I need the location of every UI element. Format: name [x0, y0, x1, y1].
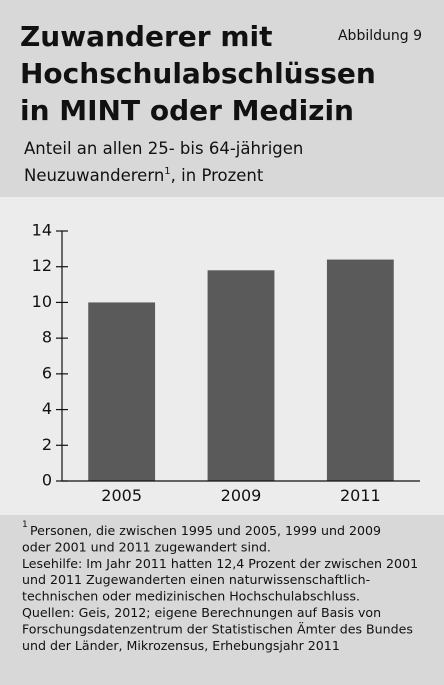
- header-bg: [0, 0, 444, 197]
- x-tick-label: 2009: [221, 486, 262, 505]
- figure-label: Abbildung 9: [338, 28, 422, 44]
- footer-bg: [0, 515, 444, 685]
- x-tick-label: 2005: [101, 486, 142, 505]
- subtitle: , in Prozent: [171, 166, 264, 185]
- notes: 1 Personen, die zwischen 1995 und 2005, 1…: [22, 520, 418, 653]
- chart-title: Zuwanderer mit: [20, 20, 272, 53]
- chart-title: Hochschulabschlüssen: [20, 57, 376, 90]
- x-tick-label: 2011: [340, 486, 381, 505]
- bar: [88, 302, 156, 481]
- subtitle: Neuzuwanderern: [24, 166, 164, 185]
- y-tick-label: 0: [42, 471, 52, 490]
- y-tick-label: 2: [42, 435, 52, 454]
- y-tick-label: 8: [42, 328, 52, 347]
- note-line: und der Länder, Mikrozensus, Erhebungsja…: [22, 638, 340, 653]
- footnote-ref: 1: [164, 166, 170, 177]
- y-tick-label: 12: [32, 256, 52, 275]
- footnote-marker: 1: [22, 520, 28, 530]
- bar: [326, 259, 394, 481]
- note-line: und 2011 Zugewanderten einen naturwissen…: [22, 572, 370, 587]
- subtitle: Anteil an allen 25- bis 64-jährigen: [24, 139, 303, 158]
- note-line: technischen oder medizinischen Hochschul…: [22, 589, 360, 604]
- chart-title: in MINT oder Medizin: [20, 94, 354, 127]
- note-line: Personen, die zwischen 1995 und 2005, 19…: [30, 523, 381, 538]
- y-tick-label: 4: [42, 399, 52, 418]
- y-tick-label: 10: [32, 292, 52, 311]
- note-line: Lesehilfe: Im Jahr 2011 hatten 12,4 Proz…: [22, 556, 418, 571]
- bar: [207, 270, 275, 481]
- note-line: Quellen: Geis, 2012; eigene Berechnungen…: [22, 605, 381, 620]
- note-line: oder 2001 und 2011 zugewandert sind.: [22, 539, 271, 554]
- note-line: Forschungsdatenzentrum der Statistischen…: [22, 621, 413, 636]
- subtitle: Neuzuwanderern1, in Prozent: [24, 166, 264, 185]
- y-tick-label: 14: [32, 221, 52, 240]
- y-tick-label: 6: [42, 363, 52, 382]
